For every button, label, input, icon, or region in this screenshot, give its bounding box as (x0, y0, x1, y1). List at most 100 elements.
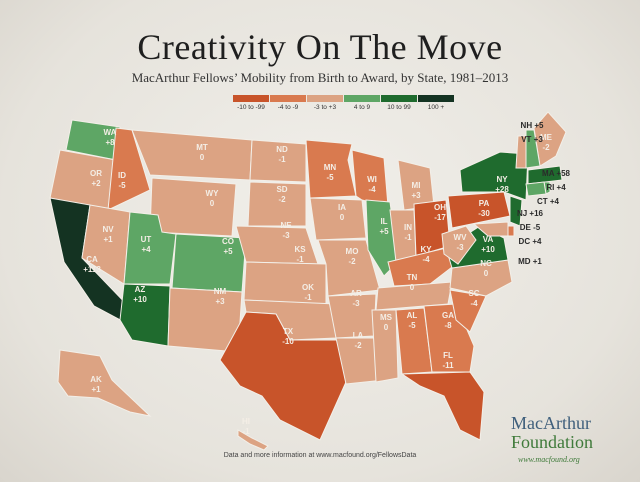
legend-label: -3 to +3 (313, 104, 337, 111)
state-code-nv: NV (102, 225, 114, 234)
state-value-ak: +1 (91, 385, 101, 394)
legend-item: 4 to 9 (344, 95, 380, 111)
state-value-ms: 0 (384, 323, 389, 332)
state-code-oh: OH (434, 203, 446, 212)
state-de (507, 225, 515, 237)
state-value-ga: -8 (444, 321, 452, 330)
state-code-az: AZ (135, 285, 146, 294)
state-value-sc: -4 (470, 299, 478, 308)
legend-swatch (418, 95, 454, 102)
map-subtitle: MacArthur Fellows’ Mobility from Birth t… (131, 70, 509, 85)
state-callout-vt: VT +3 (521, 135, 543, 144)
state-value-mn: -5 (326, 173, 334, 182)
state-value-ne: -3 (282, 231, 290, 240)
state-value-me: -2 (542, 143, 550, 152)
state-code-al: AL (407, 311, 418, 320)
state-code-ks: KS (294, 245, 306, 254)
state-code-ar: AR (350, 289, 362, 298)
state-value-nv: +1 (103, 235, 113, 244)
state-code-ia: IA (338, 203, 346, 212)
state-value-or: +2 (91, 179, 101, 188)
state-value-oh: -17 (434, 213, 446, 222)
legend-item: 100 + (418, 95, 454, 111)
state-nj (509, 195, 523, 227)
website: www.macfound.org (518, 455, 580, 464)
state-tx (219, 311, 347, 441)
state-code-ky: KY (420, 245, 432, 254)
state-code-mi: MI (412, 181, 421, 190)
state-value-va: +10 (481, 245, 495, 254)
logo-line-1: MacArthur (511, 413, 591, 433)
legend-swatch (307, 95, 343, 102)
state-callout-ma: MA +58 (542, 169, 570, 178)
state-code-mo: MO (346, 247, 359, 256)
state-code-ut: UT (141, 235, 152, 244)
state-code-wi: WI (367, 175, 377, 184)
state-code-wy: WY (206, 189, 220, 198)
legend-label: 4 to 9 (353, 104, 371, 111)
state-value-mt: 0 (200, 153, 205, 162)
state-value-tn: 0 (410, 283, 415, 292)
state-vt (515, 135, 527, 169)
state-code-va: VA (483, 235, 494, 244)
state-ia (309, 197, 367, 241)
state-value-wy: 0 (210, 199, 215, 208)
state-ct (525, 181, 547, 197)
state-az (119, 283, 171, 347)
state-code-ca: CA (86, 255, 98, 264)
state-md (472, 221, 509, 237)
state-mn (305, 139, 357, 199)
state-value-il: +5 (379, 227, 389, 236)
state-callout-nh: NH +5 (521, 121, 544, 130)
state-code-or: OR (90, 169, 102, 178)
legend-swatch (381, 95, 417, 102)
state-value-tx: -10 (282, 337, 294, 346)
state-value-wa: +8 (105, 138, 115, 147)
state-value-ia: 0 (340, 213, 345, 222)
state-value-la: -2 (354, 341, 362, 350)
state-value-ut: +4 (141, 245, 151, 254)
state-sc (449, 289, 487, 333)
legend-item: -4 to -9 (270, 95, 306, 111)
legend-item: -10 to -99 (233, 95, 269, 111)
state-value-ky: -4 (422, 255, 430, 264)
state-value-co: +5 (223, 247, 233, 256)
state-code-hi: HI (242, 417, 250, 426)
legend: -10 to -99 -4 to -9 -3 to +3 4 to 9 10 t… (233, 95, 455, 111)
state-ny (459, 151, 529, 201)
state-code-sc: SC (468, 289, 479, 298)
state-value-mi: +3 (411, 191, 421, 200)
state-value-wv: -3 (456, 243, 464, 252)
state-value-nd: -1 (278, 155, 286, 164)
state-ms (371, 309, 399, 383)
state-value-nm: +3 (215, 297, 225, 306)
state-code-ga: GA (442, 311, 454, 320)
macarthur-logo: MacArthur Foundation (511, 414, 593, 452)
state-value-mo: -2 (348, 257, 356, 266)
state-code-ne: NE (280, 221, 292, 230)
legend-label: -4 to -9 (277, 104, 299, 111)
state-value-wi: -4 (368, 185, 376, 194)
state-value-ks: -1 (296, 255, 304, 264)
state-code-fl: FL (443, 351, 453, 360)
state-value-in: -1 (404, 233, 412, 242)
state-code-il: IL (380, 217, 387, 226)
state-labels: WA+8OR+2CA+113ID-5NV+1MT0WY0UT+4CO+5AZ+1… (83, 121, 570, 436)
state-code-sd: SD (276, 185, 287, 194)
state-code-mt: MT (196, 143, 208, 152)
state-value-ok: -1 (304, 293, 312, 302)
state-wy (149, 177, 237, 237)
state-code-mn: MN (324, 163, 337, 172)
state-code-tx: TX (283, 327, 294, 336)
state-value-pa: -30 (478, 209, 490, 218)
state-code-la: LA (353, 331, 364, 340)
state-sd (247, 181, 307, 227)
footnote: Data and more information at www.macfoun… (223, 452, 417, 459)
state-value-hi: -1 (242, 427, 250, 436)
state-value-al: -5 (408, 321, 416, 330)
state-value-id: -5 (118, 181, 126, 190)
state-ak (57, 349, 152, 417)
state-code-ms: MS (380, 313, 393, 322)
state-value-az: +10 (133, 295, 147, 304)
